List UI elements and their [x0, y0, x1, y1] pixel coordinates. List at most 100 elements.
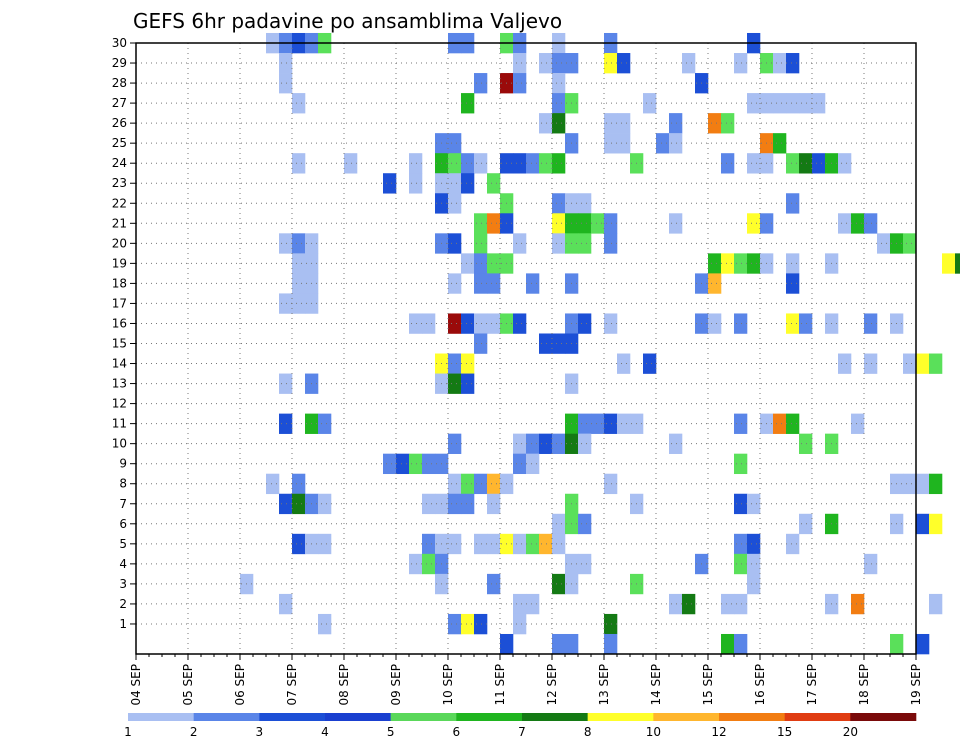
precip-cell [851, 593, 865, 615]
precip-cell [552, 153, 566, 174]
precip-cell [552, 113, 566, 134]
precip-cell [487, 493, 501, 515]
precip-cell [552, 573, 566, 595]
precip-cell [929, 513, 943, 535]
y-tick-label: 28 [112, 76, 127, 90]
precip-cell [591, 413, 605, 434]
precip-cell [448, 273, 462, 294]
precip-cell [487, 473, 501, 495]
precip-cell [552, 333, 566, 354]
precip-cell [422, 533, 436, 555]
precip-cell [604, 213, 618, 234]
precip-cell [539, 113, 553, 134]
precip-cell [864, 353, 878, 374]
precip-cell [734, 593, 748, 615]
colorbar-segment [522, 713, 588, 721]
precip-cell [799, 93, 813, 114]
y-tick-label: 30 [112, 36, 127, 50]
x-tick-label: 15 SEP [701, 664, 715, 706]
precip-cell [487, 253, 501, 274]
precip-cell [318, 493, 332, 515]
precip-cell [721, 633, 735, 655]
precip-cell [552, 213, 566, 234]
precip-cell [747, 573, 761, 595]
precip-cell [409, 153, 423, 174]
precip-cell [591, 213, 605, 234]
precip-cell [552, 633, 566, 655]
precip-cell [409, 313, 423, 334]
precip-cell [916, 633, 930, 655]
y-tick-label: 4 [119, 557, 127, 571]
precip-cell [344, 153, 358, 174]
precip-cell [526, 533, 540, 555]
x-axis-ticks: 04 SEP 05 SEP 06 SEP 07 SEP 08 SEP 09 SEP 10 S… [129, 654, 923, 706]
x-tick-label: 07 SEP [285, 664, 299, 706]
precip-cell [539, 533, 553, 555]
colorbar-segment [193, 713, 260, 721]
precip-cell [708, 313, 722, 334]
y-axis-ticks: 1234567891011121314151617181920212223242… [112, 36, 136, 631]
precip-cell [877, 233, 891, 254]
precip-cell [578, 553, 592, 575]
precip-cell [539, 153, 553, 174]
y-tick-label: 26 [112, 116, 127, 130]
precip-cell [292, 473, 306, 495]
y-tick-label: 11 [112, 417, 127, 431]
precip-cell [474, 313, 488, 334]
colorbar-segment [719, 713, 785, 721]
x-tick-label: 13 SEP [597, 664, 611, 706]
precip-cell [734, 253, 748, 274]
precip-cell [929, 473, 943, 495]
precip-cell [487, 313, 501, 334]
y-tick-label: 15 [112, 337, 127, 351]
precip-cell [448, 133, 462, 154]
precip-cell [578, 213, 592, 234]
colorbar-segment [128, 713, 194, 721]
x-tick-label: 06 SEP [233, 664, 247, 706]
colorbar-segment [587, 713, 654, 721]
precip-cell [799, 153, 813, 174]
y-tick-label: 1 [119, 617, 127, 631]
chart-title: GEFS 6hr padavine po ansamblima Valjevo [133, 9, 562, 33]
precip-cell [747, 533, 761, 555]
precip-cell [474, 613, 488, 635]
precip-cell [721, 253, 735, 274]
precip-cell [864, 553, 878, 575]
x-tick-label: 12 SEP [545, 664, 559, 706]
precip-cell [734, 453, 748, 475]
x-tick-label: 14 SEP [649, 664, 663, 706]
precip-cell [513, 153, 527, 174]
colorbar-label: 6 [453, 725, 461, 739]
y-tick-label: 19 [112, 256, 127, 270]
precip-cell [474, 153, 488, 174]
precip-cell [266, 473, 280, 495]
precip-cell [279, 53, 293, 74]
precip-cell [721, 593, 735, 615]
precip-cell [773, 93, 787, 114]
precip-cell [526, 433, 540, 454]
precip-cell [318, 413, 332, 434]
precip-cell [448, 373, 462, 394]
precip-cell [617, 53, 631, 74]
y-tick-label: 9 [119, 457, 127, 471]
precip-cell [448, 533, 462, 555]
precip-cell [448, 153, 462, 174]
precip-cell [474, 273, 488, 294]
precip-cell [474, 253, 488, 274]
y-tick-label: 16 [112, 316, 127, 330]
precip-cell [292, 493, 306, 515]
precip-cell [890, 633, 904, 655]
precip-cell [279, 373, 293, 394]
precip-cell [851, 213, 865, 234]
x-tick-label: 19 SEP [909, 664, 923, 706]
colorbar-segment [784, 713, 851, 721]
colorbar-label: 20 [843, 725, 858, 739]
y-tick-label: 27 [112, 96, 127, 110]
precip-cell [513, 593, 527, 615]
colorbar: 1 2 3 4 5 6 7 8 10 12 15 20 [124, 713, 917, 739]
precip-cell [279, 293, 293, 314]
precip-cell [604, 613, 618, 635]
colorbar-label: 10 [646, 725, 661, 739]
colorbar-label: 15 [777, 725, 792, 739]
precip-cell [578, 413, 592, 434]
